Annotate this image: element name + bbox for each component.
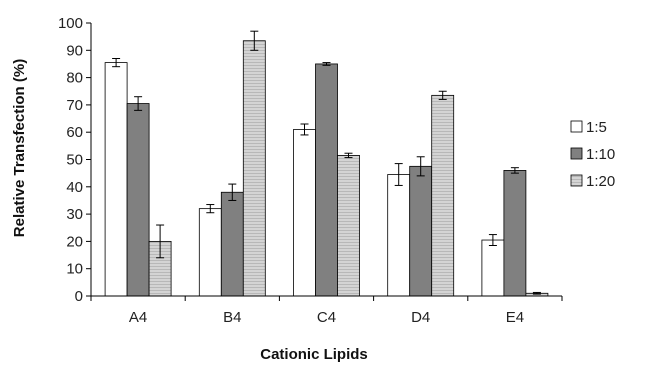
x-axis-title: Cationic Lipids <box>260 346 368 363</box>
y-tick-label: 30 <box>66 206 83 223</box>
error-bar <box>112 57 121 68</box>
y-tick-label: 20 <box>66 233 83 250</box>
legend-swatch <box>570 120 583 133</box>
x-tick-label: D4 <box>411 309 430 326</box>
bar-a4-1-5 <box>104 62 128 297</box>
error-bar <box>300 123 309 136</box>
y-tick-label: 40 <box>66 179 83 196</box>
bar-b4-1-5 <box>198 208 222 297</box>
x-tick-label: B4 <box>223 309 241 326</box>
y-axis-title: Relative Transfection (%) <box>11 59 28 237</box>
error-bar <box>394 163 403 186</box>
bar-c4-1-20 <box>337 155 360 297</box>
error-bar <box>134 96 143 111</box>
bar-c4-1-10 <box>315 63 338 297</box>
y-tick-label: 100 <box>58 15 83 32</box>
bar-e4-1-10 <box>503 170 527 297</box>
x-tick-label: A4 <box>129 309 147 326</box>
error-bar <box>488 234 497 246</box>
legend-label: 1:5 <box>586 119 607 136</box>
error-bar <box>532 291 541 295</box>
y-axis-ticks: 0 10 20 30 40 50 60 70 80 90 100 <box>58 15 91 305</box>
y-tick-label: 10 <box>66 261 83 278</box>
error-bar <box>438 90 447 100</box>
bar-c4-1-5 <box>293 129 316 297</box>
bar-e4-1-5 <box>481 239 505 297</box>
error-bar <box>228 183 237 201</box>
error-bar <box>250 30 259 51</box>
error-bar <box>156 224 165 259</box>
legend-swatch <box>570 147 583 160</box>
error-bar <box>416 156 425 177</box>
legend: 1:5 1:10 1:20 <box>570 119 615 190</box>
y-tick-label: 0 <box>75 288 83 305</box>
y-tick-label: 90 <box>66 42 83 59</box>
x-axis-ticks: A4 B4 C4 D4 E4 <box>90 296 563 326</box>
bar-b4-1-10 <box>220 191 244 297</box>
legend-swatch <box>570 174 583 187</box>
error-bars-group <box>112 30 541 295</box>
bar-d4-1-10 <box>409 165 433 297</box>
error-bar <box>322 62 331 66</box>
bar-d4-1-20 <box>431 94 455 297</box>
bar-a4-1-10 <box>126 103 150 297</box>
error-bar <box>206 204 215 214</box>
y-tick-label: 50 <box>66 152 83 169</box>
error-bar <box>510 167 519 174</box>
y-tick-label: 60 <box>66 124 83 141</box>
error-bar <box>344 152 353 159</box>
bar-d4-1-5 <box>387 174 411 297</box>
bar-b4-1-20 <box>242 40 266 297</box>
y-tick-label: 80 <box>66 70 83 87</box>
legend-label: 1:20 <box>586 173 615 190</box>
x-tick-label: C4 <box>317 309 336 326</box>
y-tick-label: 70 <box>66 97 83 114</box>
bars-group <box>104 40 549 297</box>
x-tick-label: E4 <box>506 309 524 326</box>
legend-label: 1:10 <box>586 146 615 163</box>
